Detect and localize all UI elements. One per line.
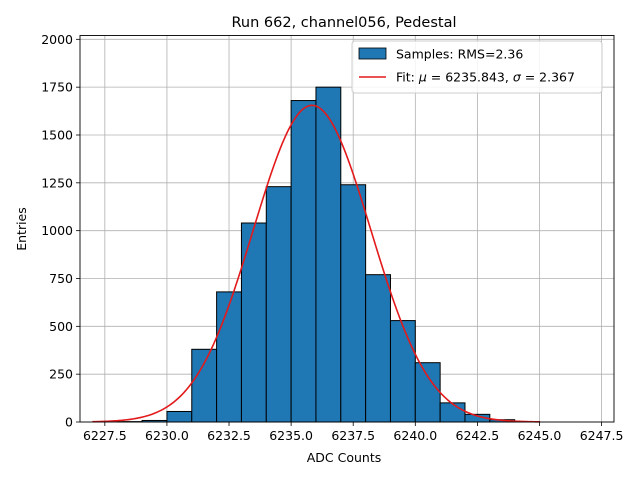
y-axis-label: Entries: [14, 207, 29, 251]
y-axis: 0 250 500 750 1000 1250 1500 1750 2000: [41, 32, 80, 430]
histogram-bar: [389, 320, 416, 423]
x-tick-label: 6237.5: [331, 428, 375, 443]
histogram-bar: [365, 274, 391, 423]
histogram-bar: [240, 222, 267, 423]
legend: Samples: RMS=2.36 Fit: μ = 6235.843, σ =…: [351, 40, 603, 94]
histogram-bar: [340, 184, 367, 423]
x-axis: 6227.5 6230.0 6232.5 6235.0 6237.5 6240.0 6242…: [83, 422, 623, 443]
x-tick-label: 6240.0: [393, 428, 437, 443]
y-tick-label: 1750: [41, 80, 73, 95]
histogram-bar: [414, 362, 441, 423]
y-tick-label: 1250: [41, 175, 73, 190]
legend-label-fit: Fit: μ = 6235.843, σ = 2.367: [396, 70, 575, 85]
gaussian-fit-curve: [92, 104, 540, 423]
x-axis-label: ADC Counts: [307, 450, 382, 465]
legend-fit-prefix: Fit:: [396, 70, 419, 85]
y-tick-label: 1000: [41, 223, 73, 238]
y-tick-label: 750: [49, 271, 73, 286]
legend-label-samples: Samples: RMS=2.36: [396, 47, 523, 62]
legend-fit-mu-value: = 6235.843,: [427, 70, 513, 85]
histogram-bar: [315, 86, 342, 423]
histogram-bar: [290, 100, 317, 423]
x-tick-label: 6232.5: [207, 428, 251, 443]
x-tick-label: 6247.5: [580, 428, 624, 443]
x-tick-label: 6242.5: [456, 428, 500, 443]
histogram-bar: [265, 186, 292, 423]
legend-fit-mu-symbol: μ: [418, 70, 427, 85]
histogram-bar: [216, 291, 242, 423]
y-tick-label: 1500: [41, 127, 73, 142]
plot-frame: [79, 35, 615, 423]
histogram-bar: [439, 402, 466, 423]
y-tick-label: 0: [65, 415, 73, 430]
chart-title: Run 662, channel056, Pedestal: [231, 15, 456, 31]
legend-box: [351, 40, 603, 94]
x-tick-label: 6230.0: [145, 428, 189, 443]
legend-fit-sigma-value: = 2.367: [521, 70, 575, 85]
legend-fit-sigma-symbol: σ: [513, 70, 522, 85]
x-tick-label: 6227.5: [83, 428, 127, 443]
y-tick-label: 250: [49, 367, 73, 382]
legend-patch-samples: [358, 47, 387, 60]
y-tick-label: 500: [49, 319, 73, 334]
histogram-bar: [191, 348, 218, 423]
x-tick-label: 6245.0: [518, 428, 562, 443]
y-tick-label: 2000: [41, 32, 73, 47]
histogram-bar: [166, 410, 193, 423]
x-tick-label: 6235.0: [269, 428, 313, 443]
